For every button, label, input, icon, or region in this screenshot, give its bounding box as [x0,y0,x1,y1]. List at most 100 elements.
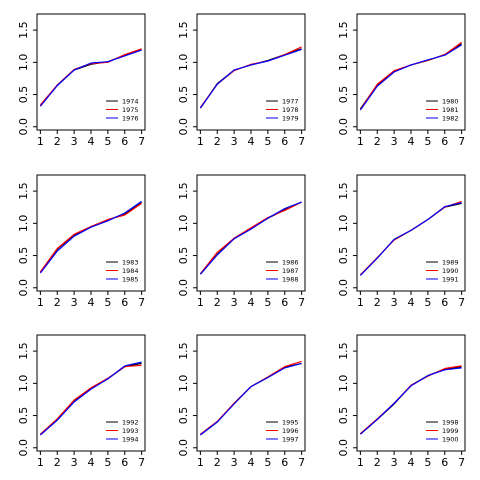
x-tick-label: 4 [408,456,415,469]
x-tick-label: 4 [408,135,415,148]
x-tick-label: 1 [197,135,204,148]
x-tick-label: 1 [197,296,204,309]
series-line-1991 [359,202,462,276]
legend-label: 1991 [442,275,459,283]
x-tick-label: 1 [357,135,364,148]
x-tick-label: 3 [231,296,238,309]
series-line-1997 [200,362,302,436]
y-tick-label: 1.5 [17,21,30,39]
x-tick-label: 1 [37,135,44,148]
x-tick-label: 4 [248,296,255,309]
x-tick-label: 4 [88,456,95,469]
x-tick-label: 6 [441,135,448,148]
legend-label: 1976 [122,114,139,122]
series-line-1994 [40,361,142,436]
x-tick-label: 5 [424,135,431,148]
y-tick-label: 1.5 [17,182,30,200]
y-tick-label: 1.0 [337,375,350,393]
x-tick-label: 1 [37,456,44,469]
series-line-1976 [39,49,142,107]
x-tick-label: 7 [298,296,305,309]
legend-label: 1986 [282,258,299,266]
x-tick-label: 7 [458,456,465,469]
legend-label: 1975 [122,106,139,114]
legend-label: 1999 [442,427,459,435]
y-tick-label: 0.0 [177,118,190,135]
legend-label: 1977 [282,97,299,105]
series-line-1979 [199,48,302,109]
x-tick-label: 7 [298,456,305,469]
x-tick-label: 3 [71,456,78,469]
legend-label: 1974 [122,97,139,105]
x-tick-label: 7 [138,135,145,148]
y-tick-label: 1.5 [177,21,190,39]
x-tick-label: 2 [54,135,61,148]
x-tick-label: 7 [298,135,305,148]
y-tick-label: 1.5 [337,342,350,360]
legend-label: 1978 [282,106,299,114]
x-tick-label: 5 [264,456,271,469]
legend-label: 1900 [442,435,459,443]
legend-label: 1979 [282,114,299,122]
legend-label: 1982 [442,114,459,122]
x-tick-label: 6 [281,296,288,309]
x-tick-label: 4 [408,296,415,309]
y-tick-label: 1.5 [177,342,190,360]
x-tick-label: 7 [458,296,465,309]
x-tick-label: 4 [248,456,255,469]
x-tick-label: 5 [424,456,431,469]
legend-label: 1990 [442,267,459,275]
x-tick-label: 6 [281,135,288,148]
x-tick-label: 7 [138,296,145,309]
x-tick-label: 6 [121,296,128,309]
x-tick-label: 1 [37,296,44,309]
x-tick-label: 7 [458,135,465,148]
x-tick-label: 5 [264,296,271,309]
x-tick-label: 6 [441,296,448,309]
y-tick-label: 0.0 [337,279,350,297]
x-tick-label: 2 [374,296,381,309]
x-tick-label: 3 [231,456,238,469]
x-tick-label: 2 [214,296,221,309]
y-tick-label: 1.0 [177,215,190,233]
y-tick-label: 0.5 [17,407,30,425]
y-tick-label: 0.5 [337,407,350,425]
legend-label: 1989 [442,258,459,266]
x-tick-label: 3 [391,135,398,148]
x-tick-label: 2 [54,296,61,309]
y-tick-label: 0.0 [17,279,30,297]
series-line-1982 [359,44,462,111]
y-tick-label: 0.5 [17,247,30,264]
legend-label: 1994 [122,435,139,443]
y-tick-label: 1.0 [337,215,350,233]
x-tick-label: 7 [138,456,145,469]
y-tick-label: 1.0 [177,54,190,71]
x-tick-label: 4 [88,296,95,309]
legend-label: 1998 [442,418,459,426]
x-tick-label: 5 [104,296,111,309]
x-tick-label: 2 [374,456,381,469]
x-tick-label: 4 [248,135,255,148]
series-line-1900 [360,367,462,435]
x-tick-label: 3 [391,296,398,309]
y-tick-label: 1.5 [337,21,350,39]
legend-label: 1981 [442,106,459,114]
y-tick-label: 1.0 [337,54,350,71]
x-tick-label: 1 [357,456,364,469]
y-tick-label: 1.5 [177,182,190,200]
x-tick-label: 1 [197,456,204,469]
x-tick-label: 3 [71,296,78,309]
x-tick-label: 2 [214,456,221,469]
legend-label: 1980 [442,97,459,105]
legend-label: 1985 [122,275,139,283]
series-line-1985 [39,200,142,274]
y-tick-label: 0.0 [17,118,30,135]
y-tick-label: 1.0 [17,375,30,393]
y-tick-label: 1.5 [337,182,350,200]
y-tick-label: 0.0 [177,439,190,457]
x-tick-label: 4 [88,135,95,148]
